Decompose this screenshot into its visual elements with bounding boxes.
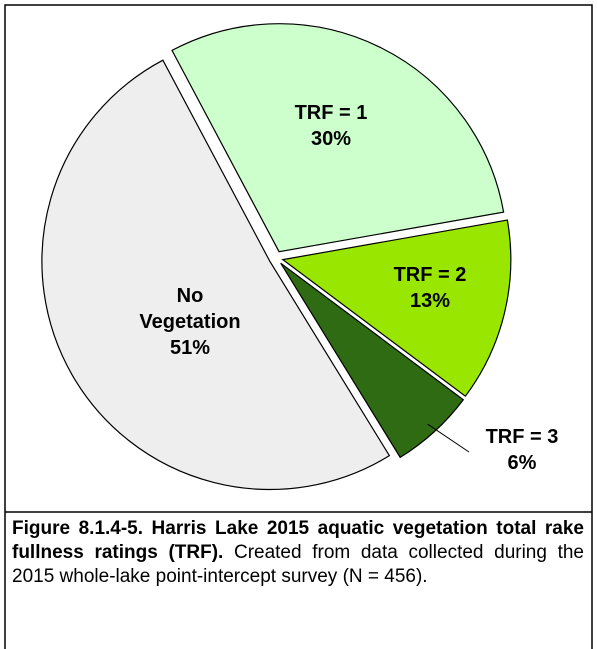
pie-slice [171, 23, 505, 253]
slice-name: No Vegetation [139, 285, 241, 333]
slice-name: TRF = 3 [485, 426, 559, 448]
caption: Figure 8.1.4-5. Harris Lake 2015 aquatic… [12, 517, 584, 589]
leader-line [427, 423, 470, 453]
slice-label: No Vegetation 51% [130, 283, 250, 361]
frame [4, 4, 593, 649]
slice-value: 30% [310, 128, 352, 150]
pie-slice [281, 219, 512, 398]
slice-name: TRF = 1 [294, 102, 368, 124]
slice-value: 6% [507, 452, 537, 474]
pie-slice [41, 59, 391, 491]
slice-label: TRF = 3 6% [467, 424, 577, 476]
slice-label: TRF = 1 30% [271, 100, 391, 152]
slice-value: 51% [169, 337, 211, 359]
slice-value: 13% [409, 290, 451, 312]
slice-label: TRF = 2 13% [370, 262, 490, 314]
slice-name: TRF = 2 [393, 264, 467, 286]
caption-text: Created from data collected during the 2… [12, 542, 584, 587]
pie-slice [280, 262, 465, 459]
caption-bold: Figure 8.1.4-5. Harris Lake 2015 aquatic… [12, 518, 584, 563]
